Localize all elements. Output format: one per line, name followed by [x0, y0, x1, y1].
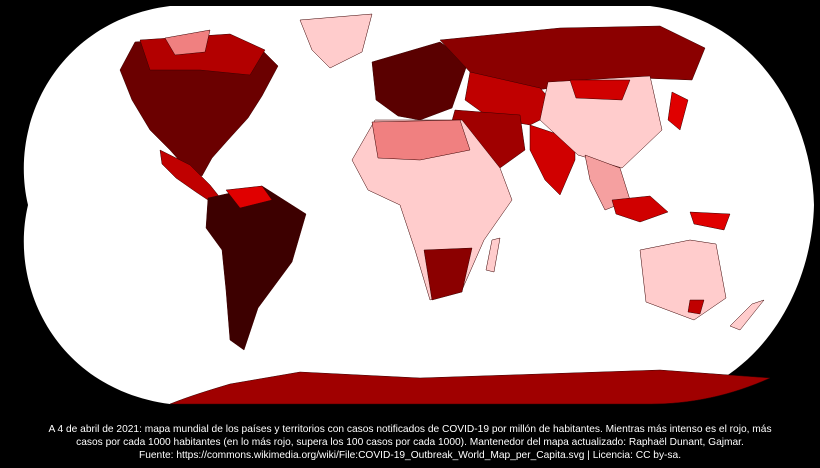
tasmania: [687, 299, 705, 315]
southern-africa: [423, 247, 473, 301]
caption: A 4 de abril de 2021: mapa mundial de lo…: [0, 423, 820, 462]
venezuela: [225, 185, 273, 209]
caption-line: casos por cada 1000 habitantes (en lo má…: [76, 437, 744, 448]
arctic-islands: [164, 29, 211, 56]
mongolia: [569, 79, 631, 101]
indonesia: [611, 195, 669, 223]
china: [539, 75, 663, 169]
greenland: [299, 13, 373, 69]
caption-line: Fuente: https://commons.wikimedia.org/wi…: [138, 450, 682, 461]
madagascar: [485, 237, 501, 273]
australia: [639, 239, 727, 321]
world-map: [23, 6, 814, 405]
south-america: [205, 185, 307, 351]
antarctica: [169, 369, 771, 405]
north-africa: [371, 119, 471, 161]
new-guinea: [689, 211, 731, 231]
new-zealand: [729, 299, 765, 331]
japan: [667, 91, 689, 131]
caption-line: A 4 de abril de 2021: mapa mundial de lo…: [48, 424, 772, 435]
